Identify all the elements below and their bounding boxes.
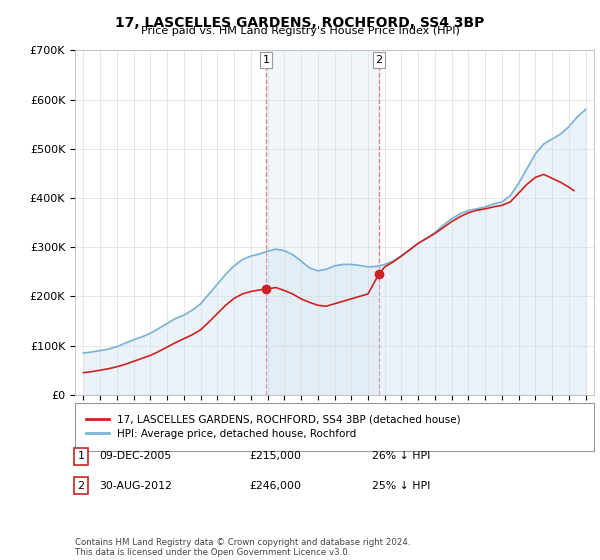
Bar <box>266 50 379 395</box>
Text: 2: 2 <box>77 480 85 491</box>
Text: 2: 2 <box>376 55 383 66</box>
Text: 09-DEC-2005: 09-DEC-2005 <box>99 451 171 461</box>
Text: 30-AUG-2012: 30-AUG-2012 <box>99 480 172 491</box>
Text: Price paid vs. HM Land Registry's House Price Index (HPI): Price paid vs. HM Land Registry's House … <box>140 26 460 36</box>
Text: Contains HM Land Registry data © Crown copyright and database right 2024.
This d: Contains HM Land Registry data © Crown c… <box>75 538 410 557</box>
Text: 1: 1 <box>263 55 269 66</box>
Text: 25% ↓ HPI: 25% ↓ HPI <box>372 480 430 491</box>
Text: £215,000: £215,000 <box>249 451 301 461</box>
Text: £246,000: £246,000 <box>249 480 301 491</box>
Legend: 17, LASCELLES GARDENS, ROCHFORD, SS4 3BP (detached house), HPI: Average price, d: 17, LASCELLES GARDENS, ROCHFORD, SS4 3BP… <box>83 412 464 442</box>
Text: 17, LASCELLES GARDENS, ROCHFORD, SS4 3BP: 17, LASCELLES GARDENS, ROCHFORD, SS4 3BP <box>115 16 485 30</box>
Text: 26% ↓ HPI: 26% ↓ HPI <box>372 451 430 461</box>
Text: 1: 1 <box>77 451 85 461</box>
